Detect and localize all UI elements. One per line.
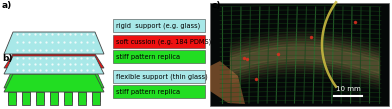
- Bar: [36, 88, 44, 101]
- Text: c): c): [212, 1, 221, 10]
- Bar: [92, 88, 100, 101]
- Bar: [8, 88, 16, 101]
- Polygon shape: [4, 56, 104, 74]
- Bar: [113, 85, 205, 98]
- Polygon shape: [4, 74, 104, 92]
- Bar: [113, 35, 205, 48]
- Polygon shape: [4, 54, 104, 68]
- Polygon shape: [4, 32, 104, 54]
- Bar: [113, 70, 205, 83]
- Text: stiff pattern replica: stiff pattern replica: [116, 54, 180, 60]
- Bar: [22, 92, 30, 105]
- Text: stiff pattern replica: stiff pattern replica: [116, 89, 180, 95]
- Bar: [210, 3, 389, 106]
- Bar: [78, 88, 86, 101]
- Bar: [113, 19, 205, 32]
- Text: 10 mm: 10 mm: [336, 86, 360, 92]
- Text: soft cussion (e.g. 184 PDMS): soft cussion (e.g. 184 PDMS): [116, 38, 211, 45]
- Polygon shape: [4, 68, 104, 88]
- Bar: [22, 88, 30, 101]
- Bar: [50, 88, 58, 101]
- Text: a): a): [2, 1, 12, 10]
- Bar: [64, 88, 72, 101]
- Polygon shape: [210, 61, 245, 104]
- Text: b): b): [2, 54, 13, 63]
- Bar: [50, 92, 58, 105]
- Bar: [113, 50, 205, 63]
- Bar: [92, 92, 100, 105]
- Bar: [8, 92, 16, 105]
- Bar: [64, 92, 72, 105]
- Bar: [36, 92, 44, 105]
- Text: flexible support (thin glass): flexible support (thin glass): [116, 73, 208, 80]
- Text: rigid  support (e.g. glass): rigid support (e.g. glass): [116, 22, 200, 29]
- Bar: [78, 92, 86, 105]
